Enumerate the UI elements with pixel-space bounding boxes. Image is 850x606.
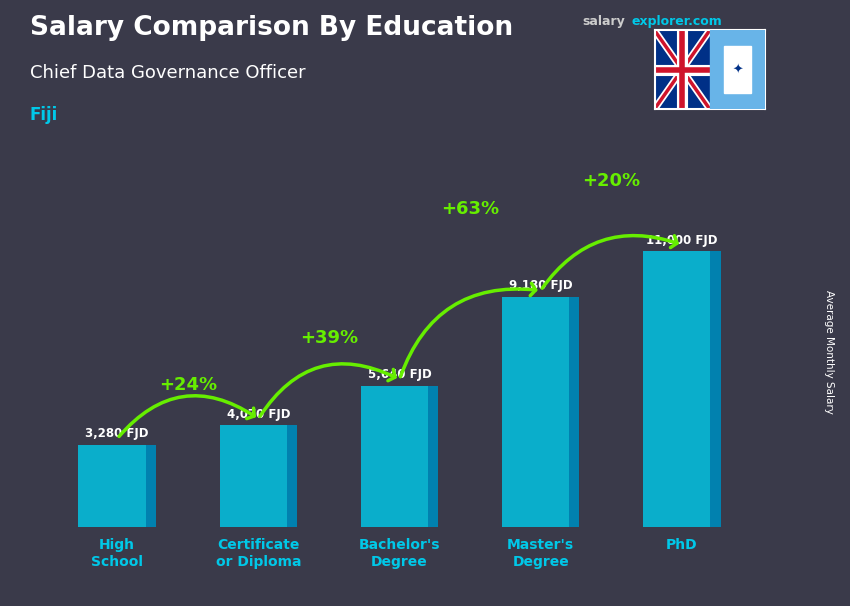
Text: +24%: +24%	[159, 376, 217, 394]
Text: +20%: +20%	[582, 171, 640, 190]
Text: salary: salary	[582, 15, 625, 28]
Bar	[78, 445, 156, 527]
Text: 4,070 FJD: 4,070 FJD	[227, 407, 290, 421]
Bar	[146, 445, 156, 527]
Bar	[710, 30, 765, 109]
Text: Salary Comparison By Education: Salary Comparison By Education	[30, 15, 513, 41]
Bar	[360, 385, 439, 527]
Bar	[711, 251, 721, 527]
Text: 3,280 FJD: 3,280 FJD	[86, 427, 149, 441]
Bar	[643, 251, 721, 527]
Text: 11,000 FJD: 11,000 FJD	[646, 233, 717, 247]
Text: Chief Data Governance Officer: Chief Data Governance Officer	[30, 64, 305, 82]
Text: +63%: +63%	[441, 200, 499, 218]
Bar	[570, 297, 580, 527]
Bar	[287, 425, 298, 527]
Text: Average Monthly Salary: Average Monthly Salary	[824, 290, 834, 413]
Text: explorer.com: explorer.com	[632, 15, 722, 28]
Bar	[502, 297, 580, 527]
Text: ✦: ✦	[732, 63, 743, 76]
Text: +39%: +39%	[300, 329, 358, 347]
Polygon shape	[723, 46, 751, 93]
Bar	[428, 385, 439, 527]
Bar	[219, 425, 298, 527]
Text: 9,180 FJD: 9,180 FJD	[509, 279, 572, 292]
Text: 5,640 FJD: 5,640 FJD	[367, 368, 431, 381]
Text: Fiji: Fiji	[30, 106, 58, 124]
